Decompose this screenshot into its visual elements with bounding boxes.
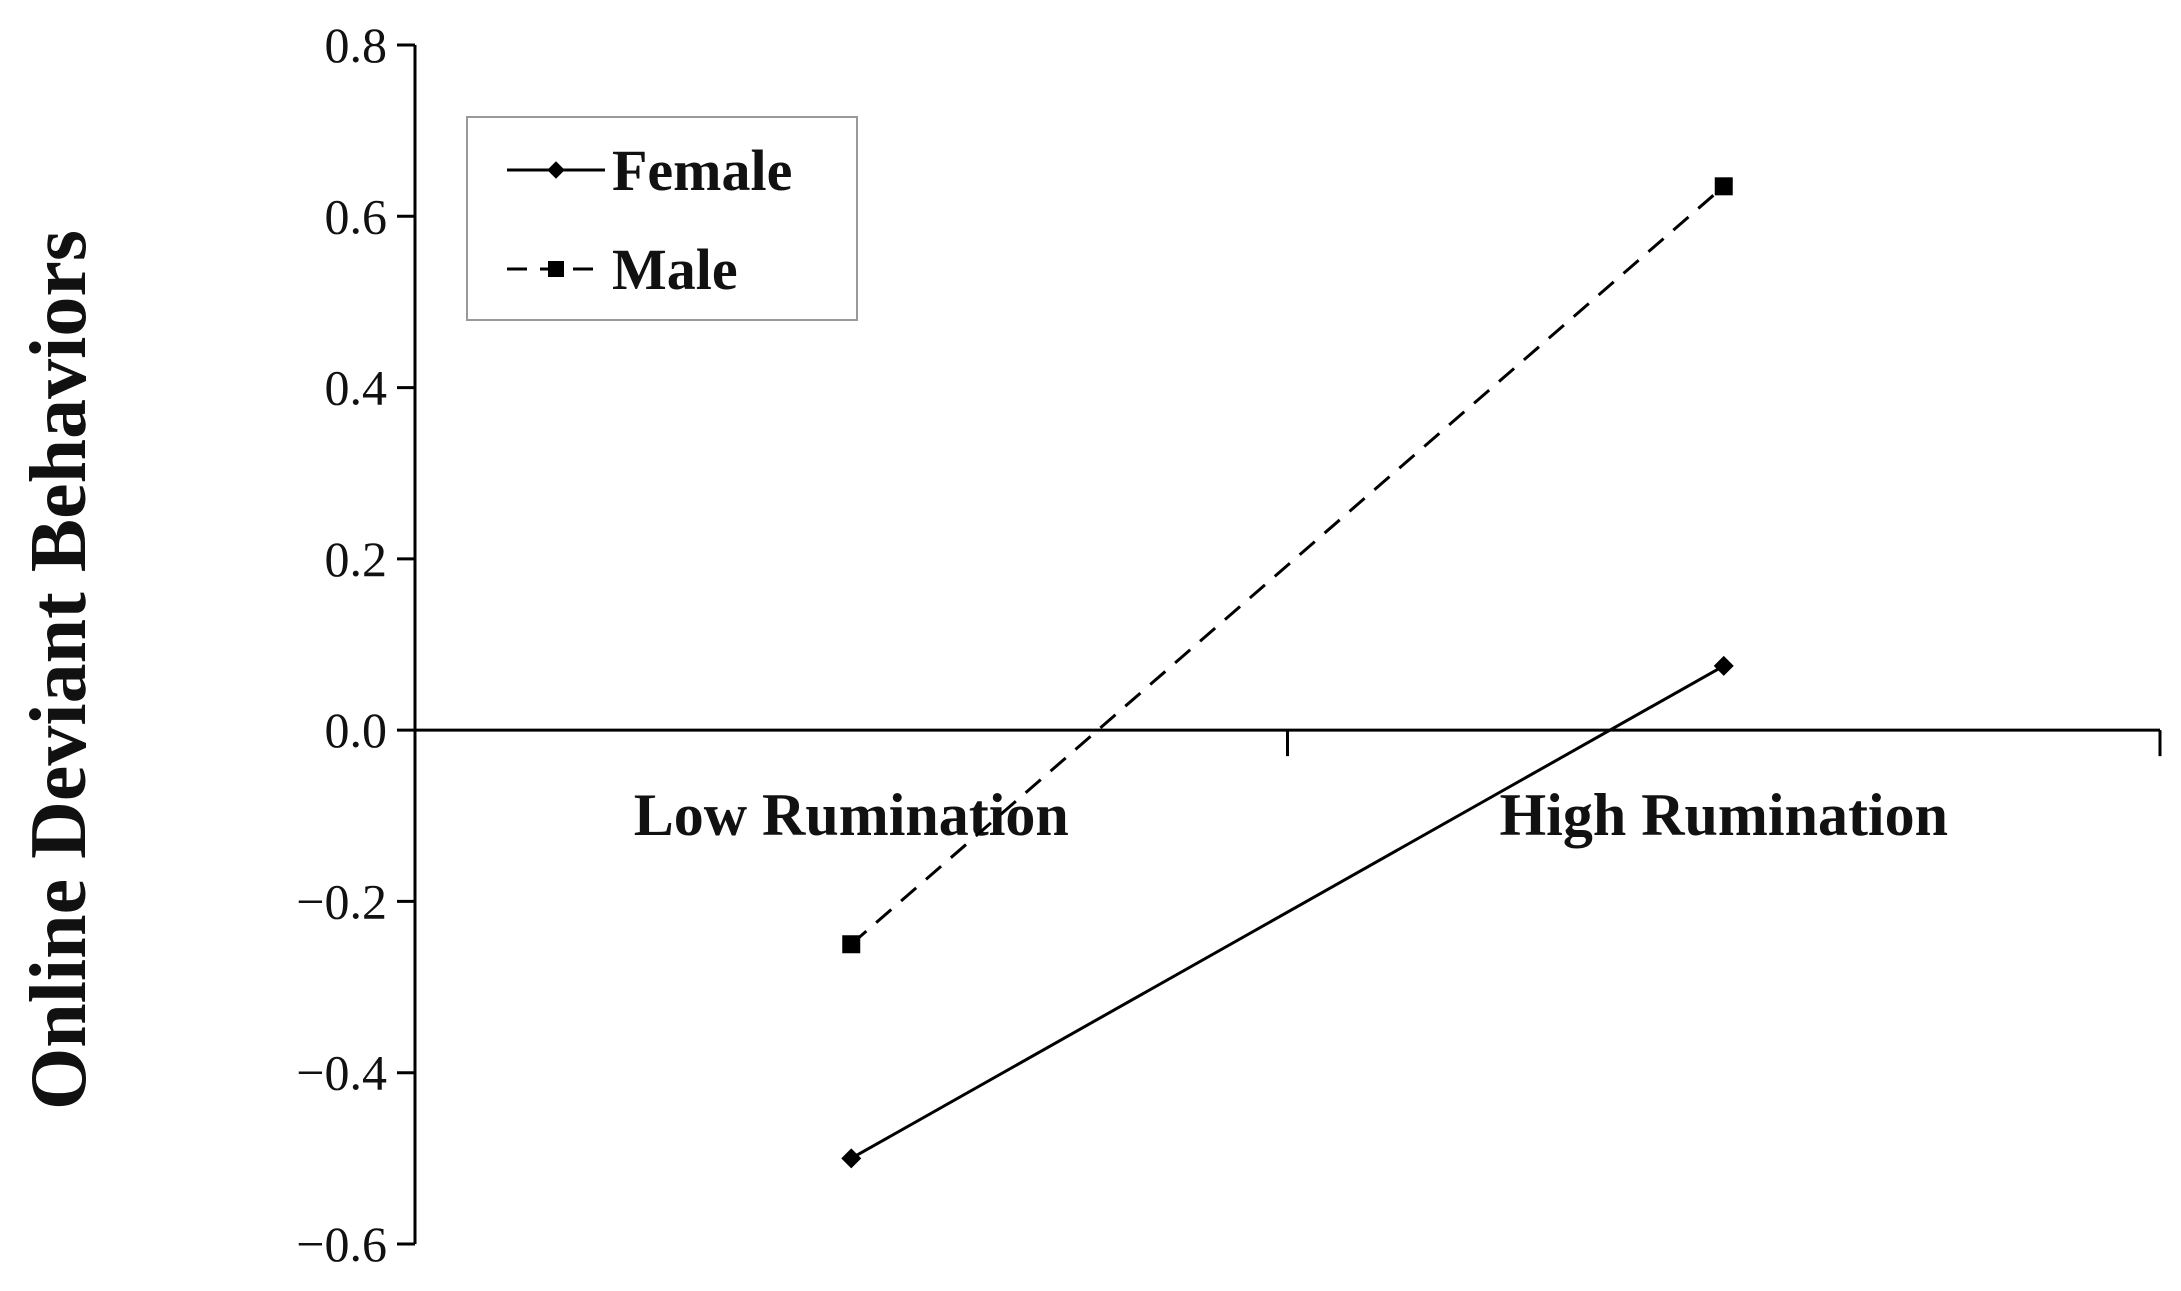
legend-label-male: Male [612, 237, 738, 302]
legend-marker-male [548, 261, 564, 277]
series-male [842, 177, 1733, 954]
series-female [841, 655, 1734, 1169]
legend-box [466, 116, 858, 321]
y-tick-label: −0.6 [296, 1216, 387, 1272]
series-layer [841, 177, 1734, 1169]
series-line-female [850, 664, 1725, 1160]
data-point-female [841, 1148, 862, 1169]
data-point-male [842, 935, 861, 954]
y-tick-label: −0.4 [296, 1045, 387, 1101]
axes: 0.8 0.6 0.4 0.2 0.0 −0.2 −0.4 −0.6 Low Ruminatio… [296, 17, 2162, 1272]
legend-label-female: Female [612, 138, 792, 203]
legend: Female Male [466, 116, 858, 321]
legend-marker-female [547, 161, 565, 179]
x-tick-label: Low Rumination [634, 782, 1069, 848]
legend-item-male: Male [507, 237, 738, 302]
x-tick-label: High Rumination [1500, 782, 1948, 848]
y-axis-label: Online Deviant Behaviors [15, 230, 103, 1110]
y-tick-label: 0.8 [325, 17, 388, 73]
y-tick-label: 0.4 [325, 360, 388, 416]
series-line-male [850, 185, 1725, 946]
data-point-female [1713, 655, 1734, 676]
y-tick-label: 0.2 [325, 531, 388, 587]
y-tick-label: −0.2 [296, 873, 387, 929]
legend-item-female: Female [507, 138, 792, 203]
data-point-male [1714, 177, 1733, 196]
y-tick-label: 0.0 [325, 702, 388, 758]
y-tick-label: 0.6 [325, 188, 388, 244]
